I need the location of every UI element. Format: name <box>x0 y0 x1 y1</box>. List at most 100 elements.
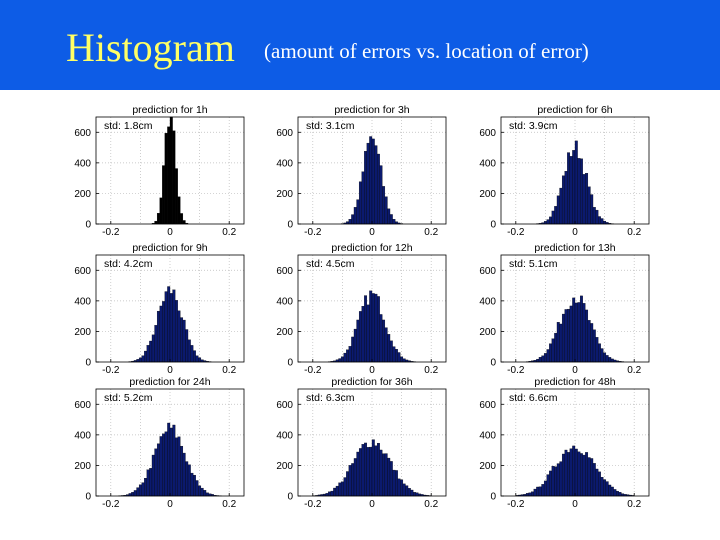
panel-title: prediction for 12h <box>331 242 412 254</box>
histogram-bar <box>190 472 194 497</box>
histogram-bar <box>162 301 166 363</box>
histogram-bar <box>585 452 589 497</box>
histogram-bar <box>361 444 365 497</box>
histogram-bar <box>382 453 386 497</box>
y-tick-label: 600 <box>479 266 496 277</box>
histogram-bar <box>384 196 388 225</box>
histogram-bar <box>177 436 181 497</box>
histogram-bar <box>559 187 563 225</box>
histogram-bar <box>592 207 596 225</box>
histogram-bar <box>554 466 558 497</box>
x-tick-label: 0.2 <box>424 227 438 238</box>
y-tick-label: 600 <box>74 400 91 411</box>
histogram-bar <box>400 356 404 363</box>
histogram-bar <box>144 350 147 363</box>
y-tick-label: 0 <box>490 220 496 231</box>
histogram-bar <box>174 168 178 225</box>
histogram-bar <box>389 214 393 225</box>
histogram-bar <box>574 448 578 497</box>
y-tick-label: 0 <box>85 492 91 503</box>
histogram-bar <box>190 345 194 363</box>
histogram-bar <box>384 453 388 497</box>
histogram-bar <box>136 487 140 497</box>
slide-title: Histogram <box>66 25 235 70</box>
histogram-bar <box>162 433 166 497</box>
panel-title: prediction for 36h <box>331 376 412 388</box>
histogram-bar <box>138 484 142 497</box>
histogram-bar <box>366 142 370 225</box>
panel-title: prediction for 3h <box>334 104 409 116</box>
histogram-bar <box>348 219 352 225</box>
y-tick-label: 400 <box>276 430 293 441</box>
histogram-bar <box>574 302 578 363</box>
histogram-bar <box>131 492 135 497</box>
histogram-bar <box>392 469 396 497</box>
histogram-bar <box>379 449 383 497</box>
histogram-bar <box>136 359 140 363</box>
histogram-bar <box>569 305 573 363</box>
histogram-bar <box>358 311 362 363</box>
histogram-bar <box>556 463 560 497</box>
histogram-bar <box>395 349 398 363</box>
histogram-bar <box>159 305 163 363</box>
x-tick-label: 0.2 <box>424 365 438 376</box>
histogram-bar <box>590 458 594 497</box>
y-tick-label: 0 <box>287 358 293 369</box>
histogram-bar <box>564 449 568 497</box>
histogram-bar <box>600 476 604 497</box>
histogram-bar <box>159 197 163 225</box>
histogram-bar <box>167 422 171 497</box>
histogram-bar <box>167 286 171 363</box>
x-tick-label: -0.2 <box>102 499 120 510</box>
histogram-bar <box>356 319 360 363</box>
histogram-bar <box>387 208 391 225</box>
x-tick-label: -0.2 <box>102 365 120 376</box>
histogram-bar <box>351 463 355 497</box>
histogram-bar <box>572 297 576 363</box>
histogram-bar <box>185 461 189 497</box>
histogram-bar <box>198 485 202 497</box>
y-tick-label: 0 <box>85 358 91 369</box>
histogram-bar <box>174 437 178 497</box>
y-tick-label: 600 <box>479 128 496 139</box>
histogram-bar <box>195 355 199 363</box>
histogram-bar <box>387 334 391 363</box>
histogram-bar <box>154 448 158 497</box>
histogram-bar <box>159 436 163 497</box>
histogram-bar <box>169 427 173 497</box>
y-tick-label: 200 <box>479 189 496 200</box>
histogram-bar <box>402 483 406 497</box>
histogram-bar <box>180 445 184 497</box>
histogram-bar <box>592 463 596 497</box>
histogram-bar <box>561 175 565 225</box>
x-tick-label: -0.2 <box>507 499 525 510</box>
histogram-bar <box>358 181 362 225</box>
histogram-bar <box>574 140 578 225</box>
y-tick-label: 600 <box>74 128 91 139</box>
histogram-bar <box>538 486 542 497</box>
histogram-bar <box>376 442 380 497</box>
histogram-bar <box>146 469 150 497</box>
y-tick-label: 200 <box>479 461 496 472</box>
y-tick-label: 400 <box>479 430 496 441</box>
histogram-panel: -0.2 0 0.2 0 200 400 600 prediction for 1h std: … <box>74 104 245 238</box>
std-annotation: std: 1.8cm <box>104 120 153 132</box>
histogram-bar <box>333 487 337 497</box>
histogram-bar <box>185 329 189 363</box>
histogram-bar <box>618 492 622 497</box>
histogram-bar <box>551 465 555 497</box>
histogram-bar <box>561 453 565 497</box>
histogram-bar <box>182 220 186 225</box>
histogram-bar <box>379 314 383 363</box>
std-annotation: std: 6.3cm <box>306 392 355 404</box>
histogram-bar <box>533 488 537 497</box>
panel-title: prediction for 13h <box>534 242 615 254</box>
panel-title: prediction for 6h <box>537 104 612 116</box>
histogram-bar <box>374 145 378 225</box>
histogram-bar <box>382 186 386 225</box>
histogram-bar <box>410 489 414 497</box>
y-tick-label: 200 <box>74 189 91 200</box>
histogram-bar <box>413 492 416 497</box>
histogram-bar <box>531 491 534 497</box>
histogram-bar <box>605 481 609 497</box>
